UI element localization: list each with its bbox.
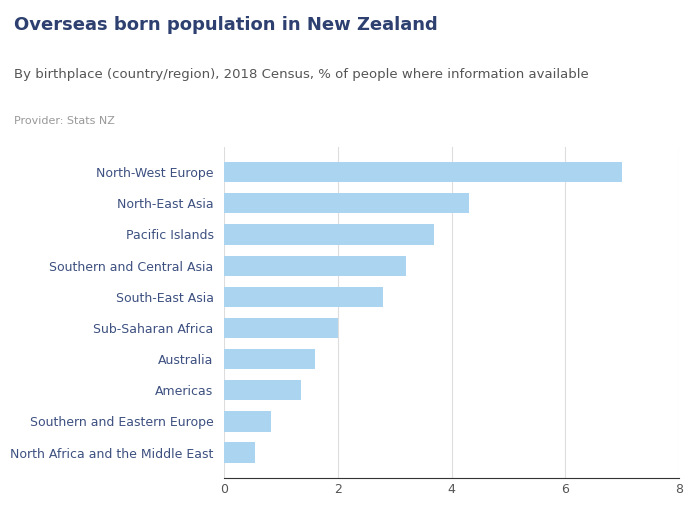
Bar [224, 318, 337, 338]
Bar [224, 287, 384, 307]
Bar [224, 380, 301, 401]
Text: By birthplace (country/region), 2018 Census, % of people where information avail: By birthplace (country/region), 2018 Cen… [14, 68, 589, 81]
Text: Provider: Stats NZ: Provider: Stats NZ [14, 116, 115, 125]
Bar [224, 224, 435, 245]
Bar [224, 256, 406, 276]
Text: Overseas born population in New Zealand: Overseas born population in New Zealand [14, 16, 438, 34]
Bar [224, 349, 315, 369]
Bar [224, 443, 256, 463]
Bar [224, 411, 271, 432]
Bar [224, 193, 468, 214]
Bar [224, 162, 622, 182]
Text: figure.nz: figure.nz [567, 25, 651, 41]
